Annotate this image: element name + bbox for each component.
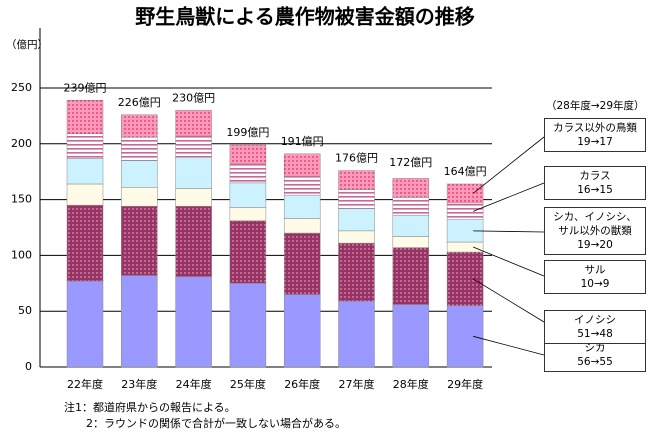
chart-title: 野生鳥獣による農作物被害金額の推移 [135,5,474,29]
bar-segment [338,300,375,368]
leader-line [472,182,545,212]
bar-segment [392,247,430,305]
leader-line [472,335,545,356]
bar-segment [66,280,104,368]
y-tick-label: 200 [11,137,32,150]
y-tick-label: 100 [11,248,32,261]
bar-segment [229,144,267,165]
x-tick-label: 26年度 [284,377,320,391]
x-tick-label: 28年度 [393,377,429,391]
annotation-box: シカ、イノシシ、サル以外の獣類 19→20 [544,207,646,255]
y-tick-label: 250 [11,81,32,94]
y-axis-label: （億円） [6,38,48,51]
leader-line [472,136,545,194]
bar-segment [66,204,104,282]
x-tick-label: 29年度 [447,377,483,391]
x-tick-label: 23年度 [121,377,157,391]
annotation-text: イノシシ [574,314,616,326]
bar-segment [283,153,321,177]
x-tick-label: 24年度 [176,377,212,391]
annotation-text: シカ [584,342,606,354]
value-label: 191億円 [281,135,324,148]
bar-segment [121,187,158,207]
bar-segment [229,182,267,208]
x-tick-label: 27年度 [339,377,375,391]
bar-segment [392,214,430,237]
bar-segment [66,183,104,206]
value-label: 199億円 [226,126,269,139]
bar-segment [392,304,430,368]
bar-segment [338,242,375,302]
x-tick-label: 22年度 [67,377,103,391]
annotation-text: 56→55 [577,356,613,368]
bar-segment [66,133,104,159]
bar-segment [175,206,212,277]
annotation-box: カラス以外の鳥類 19→17 [544,118,646,152]
annotation-box: イノシシ 51→48 [544,310,646,344]
note: 2：ラウンドの関係で合計が一致しない場合がある。 [86,416,346,430]
bar-segment [338,208,375,232]
bar-segment [121,275,158,368]
annotation-text: 10→9 [580,278,610,290]
bar-segment [283,194,321,219]
bar-segment [446,202,484,220]
bar-segment [66,158,104,185]
bar-segment [446,305,484,368]
bar-segment [283,294,321,368]
y-tick-label: 0 [25,360,32,373]
annotation-text: 51→48 [577,328,613,340]
annotation-text: 19→20 [577,239,613,251]
annotation-text: 19→17 [577,136,613,148]
bar-segment [229,207,267,222]
bar-segment [338,189,375,209]
bar-segment [175,156,212,189]
bar-segment [175,110,212,137]
bar-segment [175,276,212,368]
annotation-header: （28年度→29年度） [546,99,645,112]
value-label: 172億円 [389,156,432,169]
annotation-text: カラス以外の鳥類 [553,122,637,134]
bar-segment [229,283,267,368]
bar-segment [446,183,484,204]
x-tick-label: 25年度 [230,377,266,391]
bar-segment [121,160,158,188]
annotation-text: カラス [579,170,611,182]
bar-segment [283,218,321,234]
bar-segment [392,197,430,216]
bar-segment [283,175,321,196]
value-label: 176億円 [335,152,378,165]
bar-segment [175,135,212,158]
value-label: 226億円 [118,96,161,109]
value-label: 230億円 [172,91,215,104]
note: 注1：都道府県からの報告による。 [64,400,236,414]
bar-segment [338,230,375,244]
annotation-text: シカ、イノシシ、サル以外の獣類 [553,211,637,237]
bar-segment [446,251,484,306]
y-tick-label: 150 [11,193,32,206]
bar-segment [229,220,267,284]
bar-segment [283,232,321,295]
value-label: 239億円 [64,81,107,94]
bar-segment [338,170,375,190]
y-tick-label: 50 [18,304,32,317]
bar-segment [446,241,484,253]
bar-segment [392,178,430,198]
bar-segment [66,100,104,135]
value-label: 164億円 [444,165,487,178]
annotation-text: 16→15 [577,184,613,196]
leader-line [473,230,545,233]
bar-segment [229,163,267,184]
annotation-box: サル 10→9 [544,260,646,294]
annotation-box: カラス 16→15 [544,166,646,200]
leader-line [472,278,545,323]
bar-segment [392,236,430,248]
annotation-text: サル [584,264,606,276]
bar-segment [121,114,158,138]
bar-segment [121,206,158,276]
bar-segment [175,188,212,207]
bar-segment [121,136,158,161]
leader-line [472,246,545,277]
